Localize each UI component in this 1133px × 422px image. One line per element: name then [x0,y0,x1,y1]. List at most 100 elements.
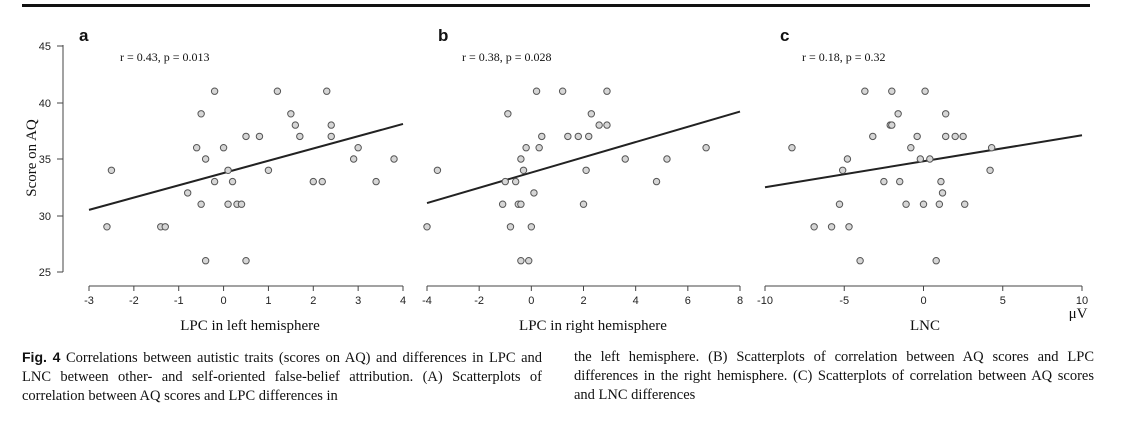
data-point-a-25 [296,132,304,141]
data-point-c-18 [913,132,921,141]
stat-annotation-c: r = 0.18, p = 0.32 [802,50,886,64]
panel-letter-c: c [780,26,789,45]
caption-text-right: the left hemisphere. (B) Scatterplots of… [574,349,1094,403]
data-point-c-4 [838,166,847,175]
x-tick-label-a-0: -3 [84,295,94,307]
data-point-a-10 [210,177,219,186]
data-point-a-11 [210,87,219,95]
data-point-a-18 [242,257,250,265]
data-point-c-1 [810,223,818,231]
x-axis-label-b: LPC in right hemisphere [519,318,667,334]
data-point-b-21 [574,132,582,141]
data-point-c-27 [941,110,950,118]
data-point-c-22 [926,155,934,163]
data-point-a-21 [264,166,273,175]
data-point-b-32 [702,144,710,152]
regression-line-c [764,134,1083,189]
data-point-b-30 [652,177,661,186]
data-point-a-27 [318,177,326,186]
data-point-c-7 [856,257,864,265]
data-point-a-31 [349,155,358,163]
figure-number: Fig. 4 [22,349,61,365]
data-point-b-1 [433,166,442,175]
data-point-b-19 [558,87,567,95]
data-point-c-30 [959,132,967,141]
data-point-c-0 [788,144,796,152]
data-point-c-21 [921,87,929,95]
data-point-a-9 [201,257,210,265]
data-point-b-9 [517,155,525,163]
data-point-c-12 [888,121,896,129]
figure-caption-right: the left hemisphere. (B) Scatterplots of… [574,348,1094,405]
stat-annotation-a: r = 0.43, p = 0.013 [120,50,210,64]
caption-text-left: Correlations between autistic traits (sc… [22,350,543,404]
x-tick-label-b-3: 2 [580,295,586,307]
data-point-b-24 [585,132,593,141]
y-tick-label-35: 35 [39,154,51,166]
data-point-a-20 [255,132,264,141]
data-point-c-5 [843,155,852,163]
x-tick-label-c-1: -5 [839,295,849,307]
data-point-c-29 [951,132,959,141]
x-tick-label-c-0: -10 [757,295,773,307]
scatter-panel-b: -4 -2 0 2 4 6 8 b r = 0.38, p = 0.028 LPC in righ… [422,26,743,334]
data-point-c-23 [932,257,940,265]
figure-caption-left: Fig. 4 Correlations between autistic tra… [22,348,542,406]
data-point-a-19 [242,132,250,141]
data-point-a-1 [107,166,116,175]
data-point-b-27 [603,87,611,95]
data-point-a-5 [192,144,201,152]
data-point-c-25 [937,177,945,186]
data-point-b-29 [621,155,629,163]
unit-label-microvolt: μV [1069,306,1088,322]
scatter-panel-a: -3 -2 -1 0 1 2 3 4 a r = 0.43, p = 0.013 LPC in le… [79,26,406,334]
data-point-a-33 [372,177,380,186]
data-point-a-17 [237,200,246,208]
x-tick-label-a-4: 1 [265,295,271,307]
data-point-a-22 [273,87,282,95]
y-axis-label: Score on AQ [24,119,40,197]
data-point-a-28 [323,87,331,95]
data-point-b-8 [517,200,525,208]
data-point-b-6 [511,177,520,186]
data-point-a-0 [103,223,111,231]
data-point-b-23 [582,166,590,175]
data-point-c-19 [916,155,925,163]
data-point-a-6 [197,200,205,208]
x-tick-label-b-1: -2 [474,295,484,307]
y-axis: 45 40 35 30 25 [39,41,64,279]
data-point-a-3 [161,223,169,231]
data-point-b-31 [663,155,671,163]
panel-letter-a: a [79,26,89,45]
regression-line-a [88,123,404,211]
data-point-b-12 [522,144,530,152]
data-point-c-9 [869,132,877,141]
figure-4: Score on AQ 45 40 35 30 25 -3 -2 -1 0 1 2 3 4ar… [24,26,1088,334]
y-tick-label-40: 40 [39,98,51,110]
scatter-panel-c: -10 -5 0 5 10 c r = 0.18, p = 0.32 LNC [757,26,1088,334]
data-point-c-15 [896,177,904,186]
data-point-a-13 [224,166,232,175]
data-point-b-22 [579,200,588,208]
x-tick-label-a-1: -2 [129,295,139,307]
data-point-b-16 [532,87,541,95]
data-point-b-2 [498,200,507,208]
x-axis-label-c: LNC [910,318,940,334]
data-point-b-25 [587,110,596,118]
y-tick-label-25: 25 [39,267,51,279]
data-point-b-14 [527,223,536,231]
top-rule [22,4,1090,7]
x-tick-label-a-2: -1 [174,295,184,307]
regression-line-b [426,110,741,205]
y-tick-label-30: 30 [39,211,51,223]
data-point-b-28 [603,121,611,129]
data-point-b-26 [595,121,603,129]
x-tick-label-b-5: 6 [685,295,691,307]
data-point-b-3 [501,177,509,186]
x-axis-label-a: LPC in left hemisphere [180,318,320,334]
data-point-a-32 [354,144,362,152]
x-tick-label-c-3: 5 [1000,295,1006,307]
data-point-a-29 [327,121,335,129]
x-tick-label-c-4: 10 [1076,295,1088,307]
data-point-c-10 [880,177,888,186]
